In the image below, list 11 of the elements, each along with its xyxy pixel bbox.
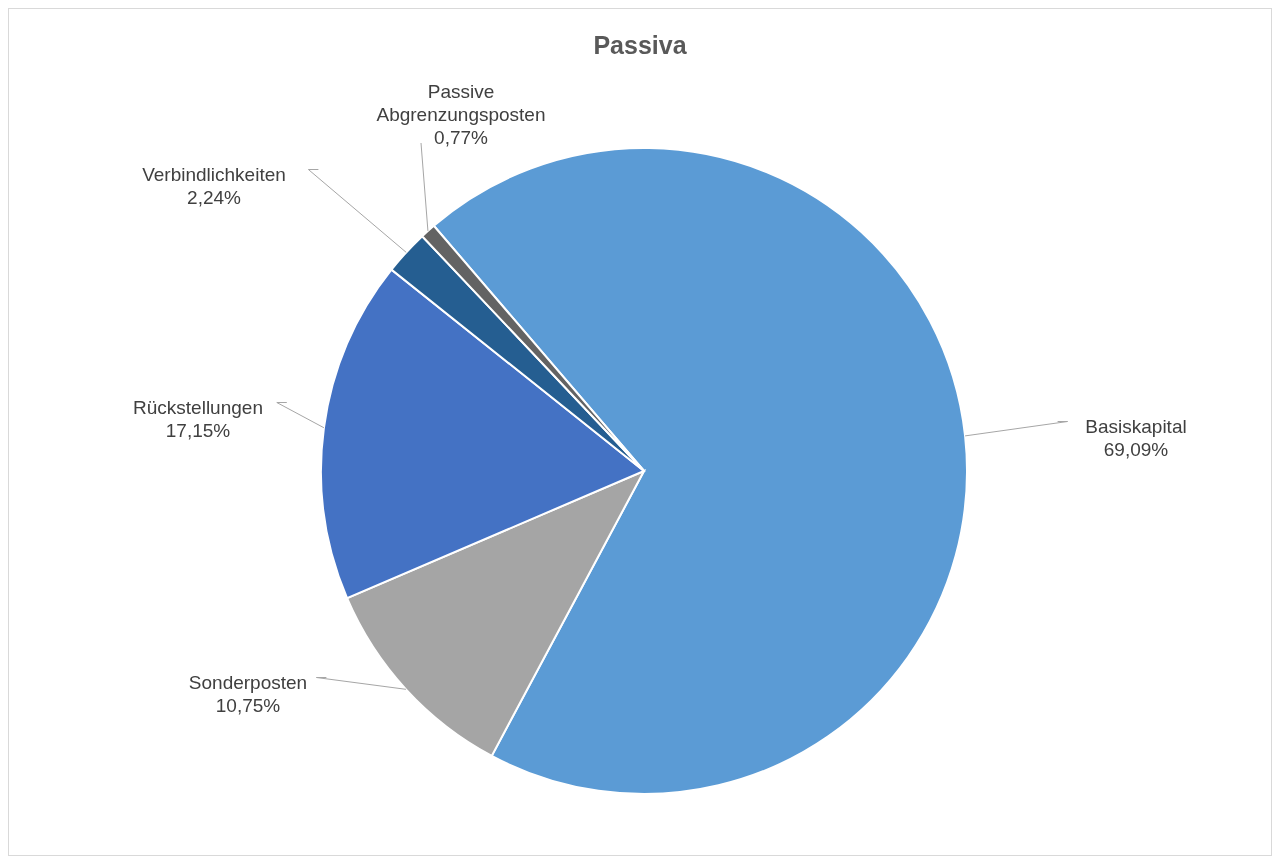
slice-label: Verbindlichkeiten — [142, 163, 286, 185]
data-label: 69,09% — [1103, 438, 1169, 460]
chart-title: Passiva — [592, 31, 688, 60]
slice-label: Rückstellungen — [133, 396, 263, 418]
data-label: 0,77% — [434, 127, 489, 149]
slice-label: Sonderposten — [188, 671, 308, 693]
data-label: 2,24% — [187, 186, 242, 208]
data-label: 17,15% — [165, 419, 231, 441]
slice-label: Passive Abgrenzungsposten — [376, 81, 546, 126]
slice-label: Basiskapital — [1085, 415, 1187, 437]
data-label: 10,75% — [215, 694, 281, 716]
